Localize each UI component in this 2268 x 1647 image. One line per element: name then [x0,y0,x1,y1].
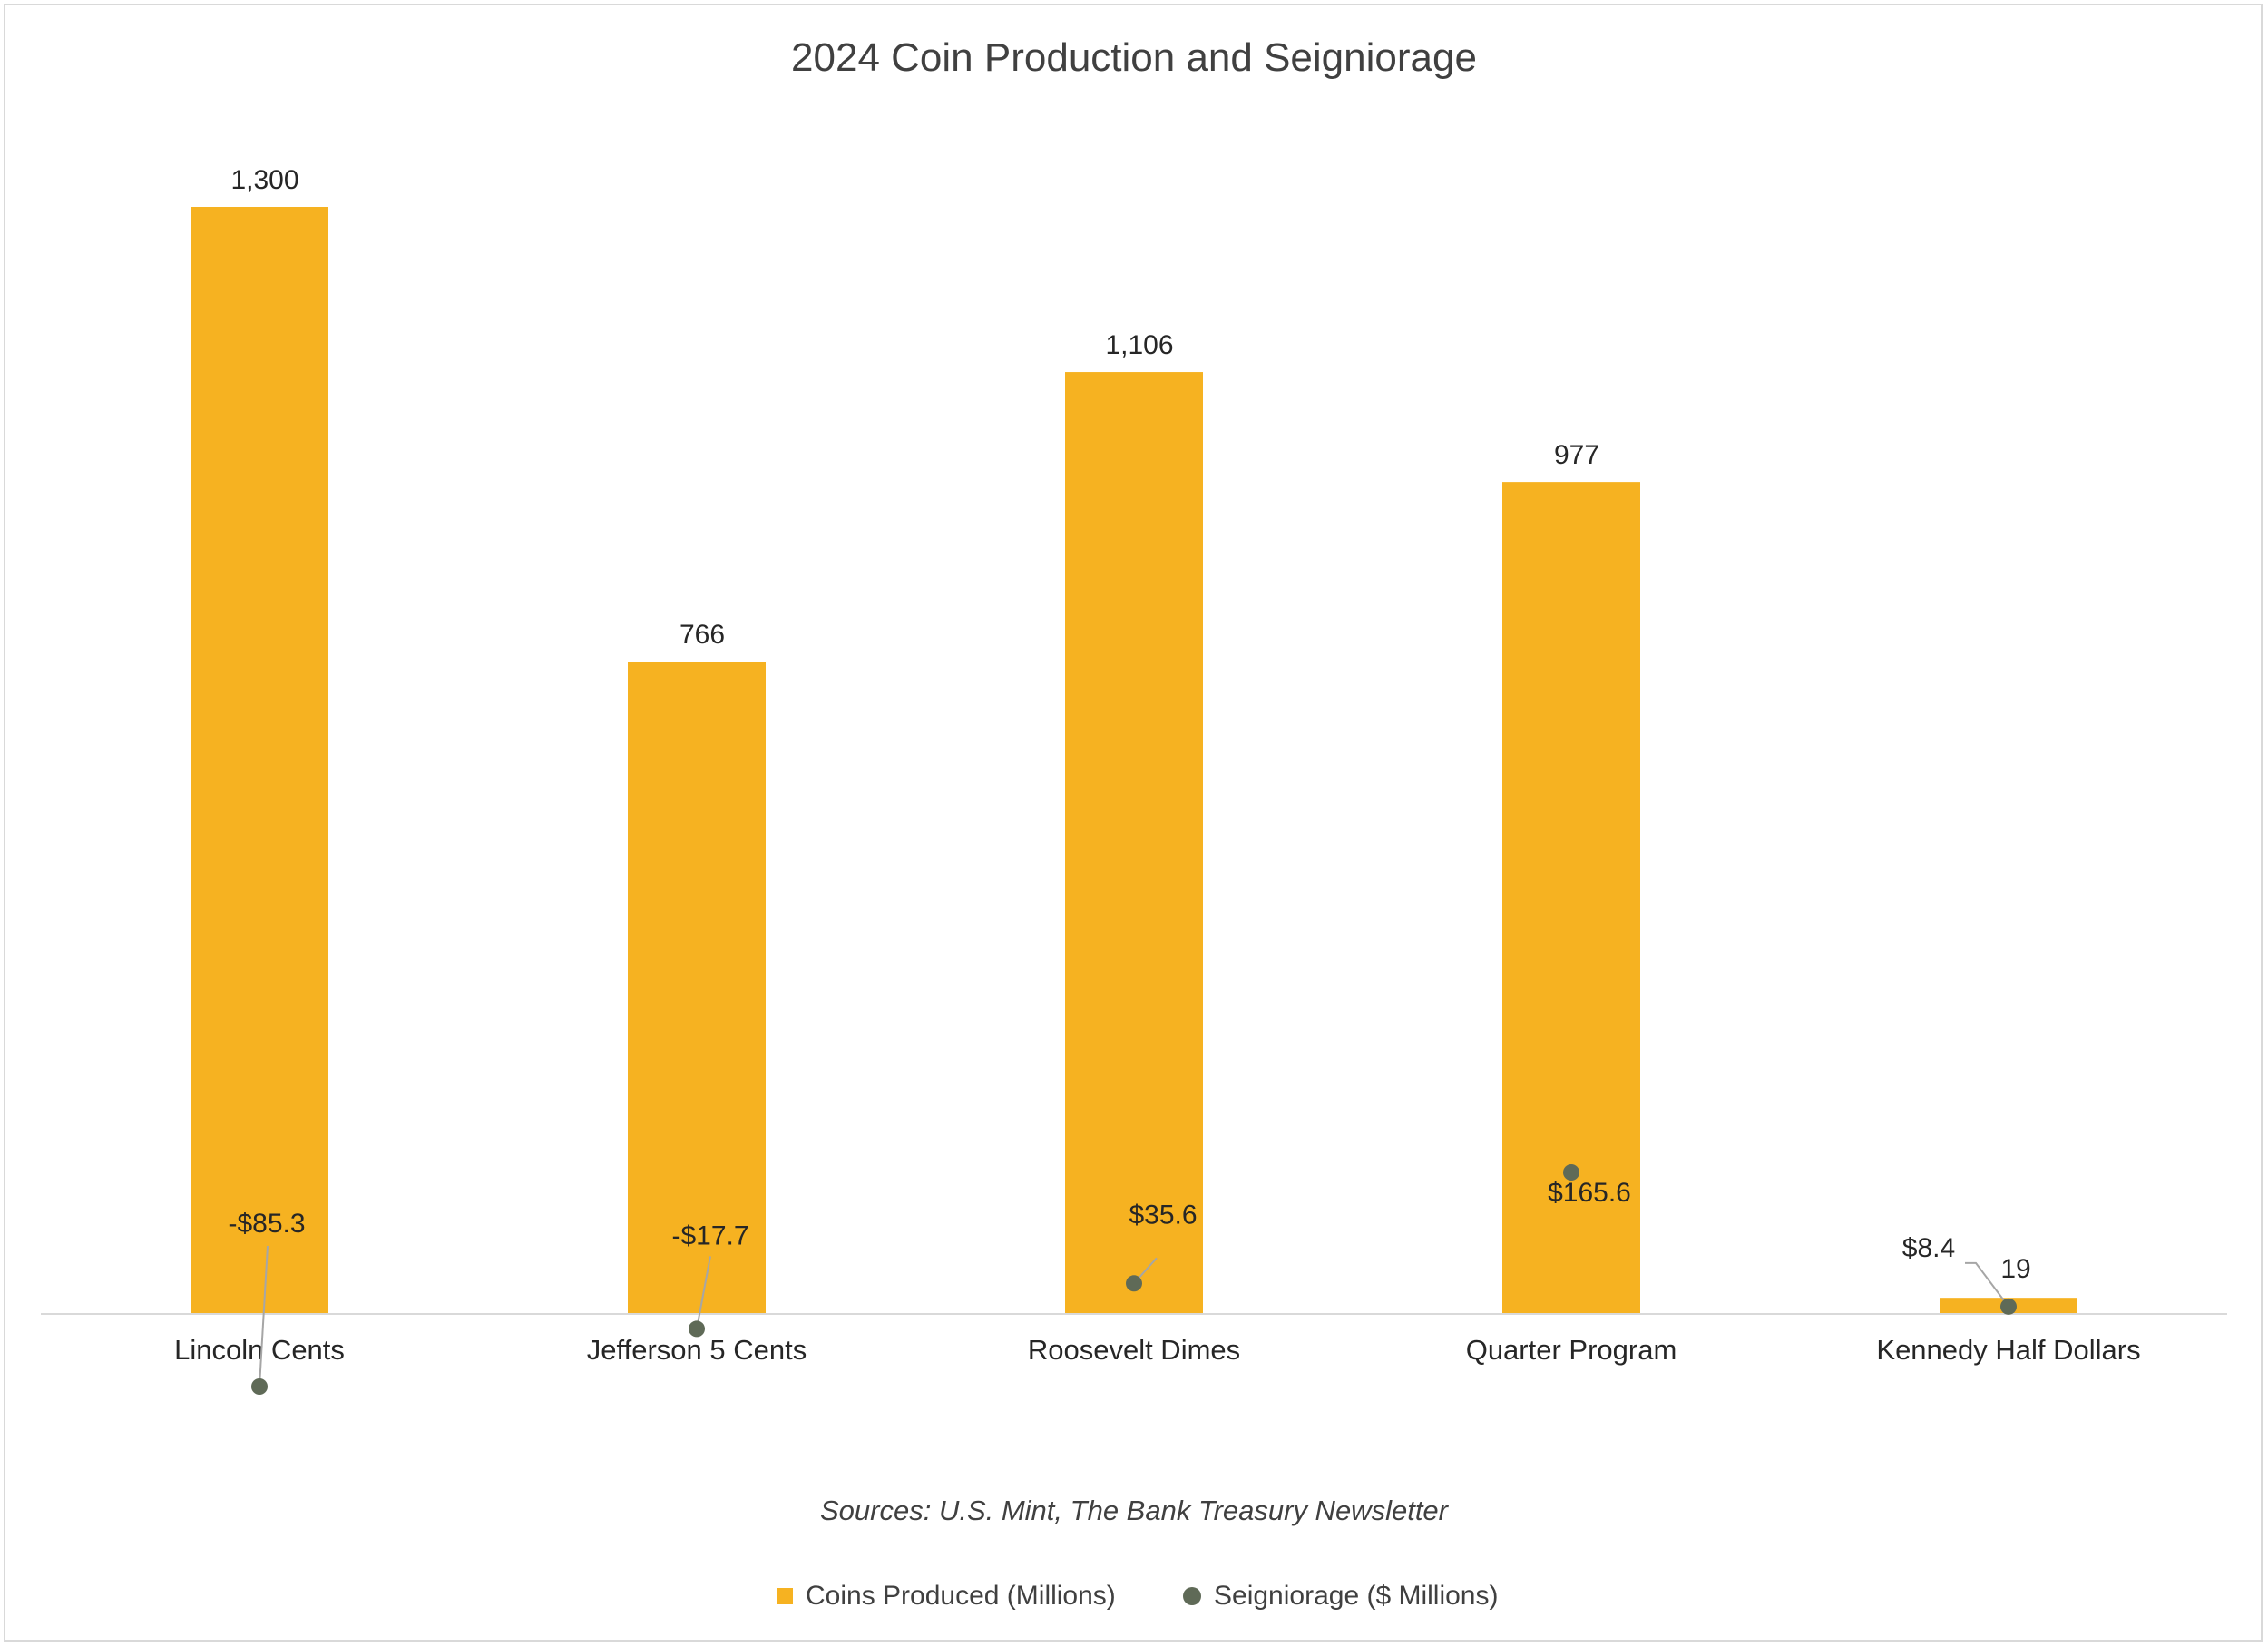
category-label-0: Lincoln Cents [174,1334,345,1366]
category-label-1: Jefferson 5 Cents [587,1334,807,1366]
seigniorage-point-4 [2000,1298,2017,1315]
bar-value-label-0: 1,300 [230,165,298,195]
legend-bar-swatch [777,1588,793,1604]
seigniorage-point-1 [689,1320,705,1338]
category-labels: Lincoln Cents Jefferson 5 Cents Roosevelt … [174,1334,2141,1366]
seigniorage-point-3 [1563,1164,1579,1181]
bar-value-label-3: 977 [1554,440,1599,470]
category-label-4: Kennedy Half Dollars [1876,1334,2140,1366]
leader-line-1 [696,1256,711,1329]
seigniorage-label-0: -$85.3 [228,1209,305,1239]
bar-value-label-2: 1,106 [1105,330,1173,360]
leader-line-4 [1965,1261,2009,1308]
legend: Coins Produced (Millions) Seigniorage ($… [777,1581,1498,1611]
leader-lines [259,1245,2009,1387]
category-label-2: Roosevelt Dimes [1028,1334,1240,1366]
bar-value-labels: 1,300 766 1,106 977 19 [230,165,2030,1284]
seigniorage-label-2: $35.6 [1129,1200,1197,1230]
seigniorage-point-0 [251,1378,268,1395]
bar-2 [1065,372,1203,1314]
bar-0 [191,207,328,1314]
legend-point-label: Seigniorage ($ Millions) [1214,1581,1498,1611]
seigniorage-labels: -$85.3 -$17.7 $35.6 $165.6 $8.4 [228,1178,1955,1263]
seigniorage-point-2 [1126,1275,1142,1292]
bar-value-label-1: 766 [679,620,725,650]
seigniorage-label-1: -$17.7 [671,1221,748,1250]
seigniorage-label-4: $8.4 [1902,1233,1955,1263]
category-label-3: Quarter Program [1466,1334,1677,1366]
legend-bar-label: Coins Produced (Millions) [806,1581,1116,1611]
seigniorage-label-3: $165.6 [1548,1178,1631,1208]
source-note: Sources: U.S. Mint, The Bank Treasury Ne… [820,1495,1450,1526]
legend-point-swatch [1183,1587,1201,1605]
bar-1 [628,662,766,1314]
bars-group [191,207,2077,1314]
chart-title: 2024 Coin Production and Seigniorage [791,35,1477,80]
bar-value-label-4: 19 [2000,1254,2030,1284]
leader-line-0 [259,1245,269,1387]
seigniorage-points [251,1164,2017,1395]
